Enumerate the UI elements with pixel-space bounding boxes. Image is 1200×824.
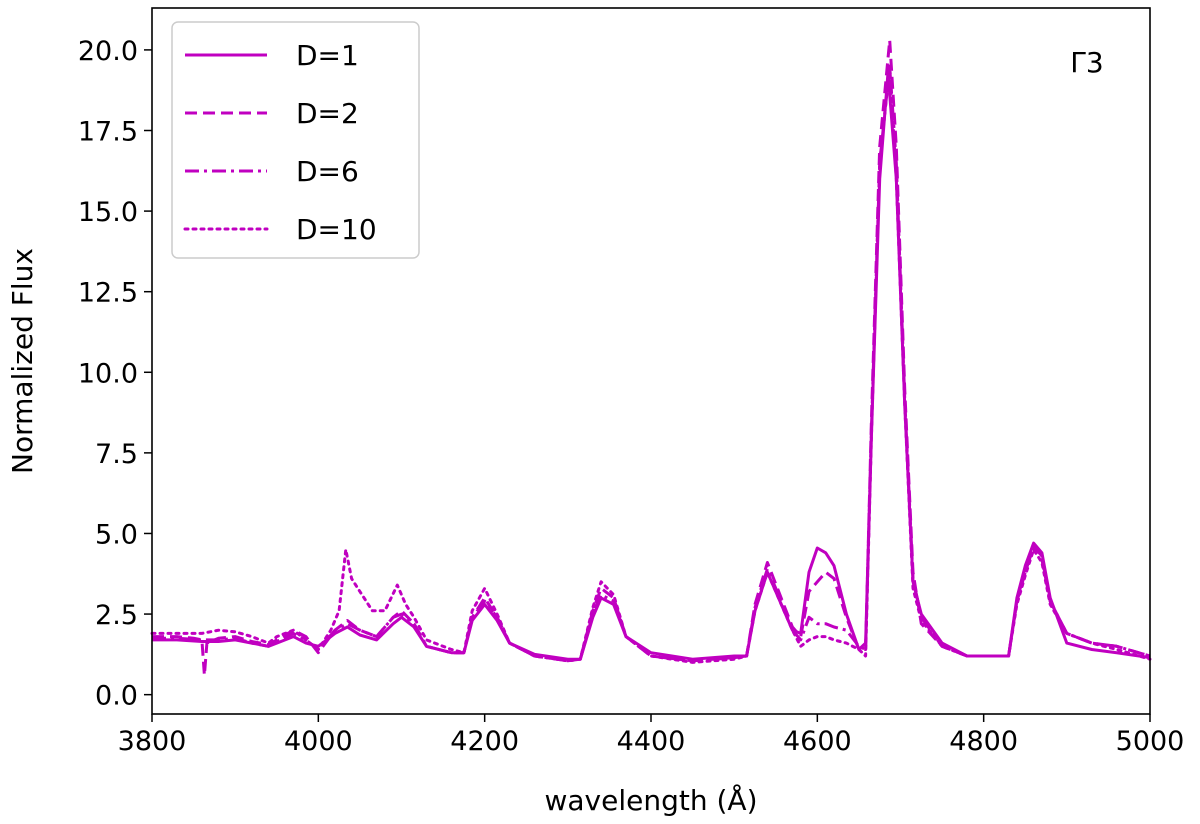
x-tick-label: 4200 <box>450 726 519 757</box>
legend-label: D=1 <box>296 39 359 72</box>
y-tick-label: 5.0 <box>95 519 138 550</box>
series-line-d-10 <box>150 64 1152 664</box>
panel-annotation: Γ3 <box>1070 46 1103 79</box>
legend-label: D=6 <box>296 155 359 188</box>
y-tick-label: 20.0 <box>78 36 138 67</box>
y-tick-label: 17.5 <box>78 117 138 148</box>
y-tick-label: 7.5 <box>95 439 138 470</box>
x-tick-label: 4800 <box>949 726 1018 757</box>
x-tick-label: 5000 <box>1116 726 1185 757</box>
y-tick-label: 15.0 <box>78 197 138 228</box>
legend-label: D=2 <box>296 97 359 130</box>
plot-frame <box>151 7 1151 715</box>
y-tick-label: 0.0 <box>95 681 138 712</box>
legend: D=1 D=2 D=6 D=10 <box>171 21 420 259</box>
plot-series <box>150 38 1152 677</box>
series-line-d-2 <box>152 38 1151 677</box>
x-tick-label: 4600 <box>783 726 852 757</box>
axis-ticks: 3800 4000 4200 4400 4600 4800 5000 0.0 2.5 5.0 7.5… <box>78 36 1184 757</box>
legend-label: D=10 <box>296 213 377 246</box>
y-tick-label: 10.0 <box>78 358 138 389</box>
x-axis-label: wavelength (Å) <box>544 783 757 817</box>
y-tick-label: 2.5 <box>95 600 138 631</box>
legend-box <box>171 21 420 259</box>
x-tick-label: 4000 <box>284 726 353 757</box>
y-axis-label: Normalized Flux <box>6 248 39 474</box>
x-tick-label: 3800 <box>118 726 187 757</box>
y-tick-label: 12.5 <box>78 278 138 309</box>
x-tick-label: 4400 <box>617 726 686 757</box>
